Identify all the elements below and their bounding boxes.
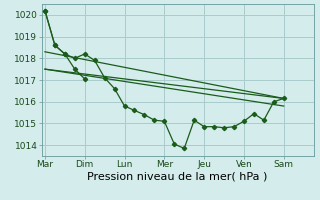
X-axis label: Pression niveau de la mer( hPa ): Pression niveau de la mer( hPa ) xyxy=(87,172,268,182)
